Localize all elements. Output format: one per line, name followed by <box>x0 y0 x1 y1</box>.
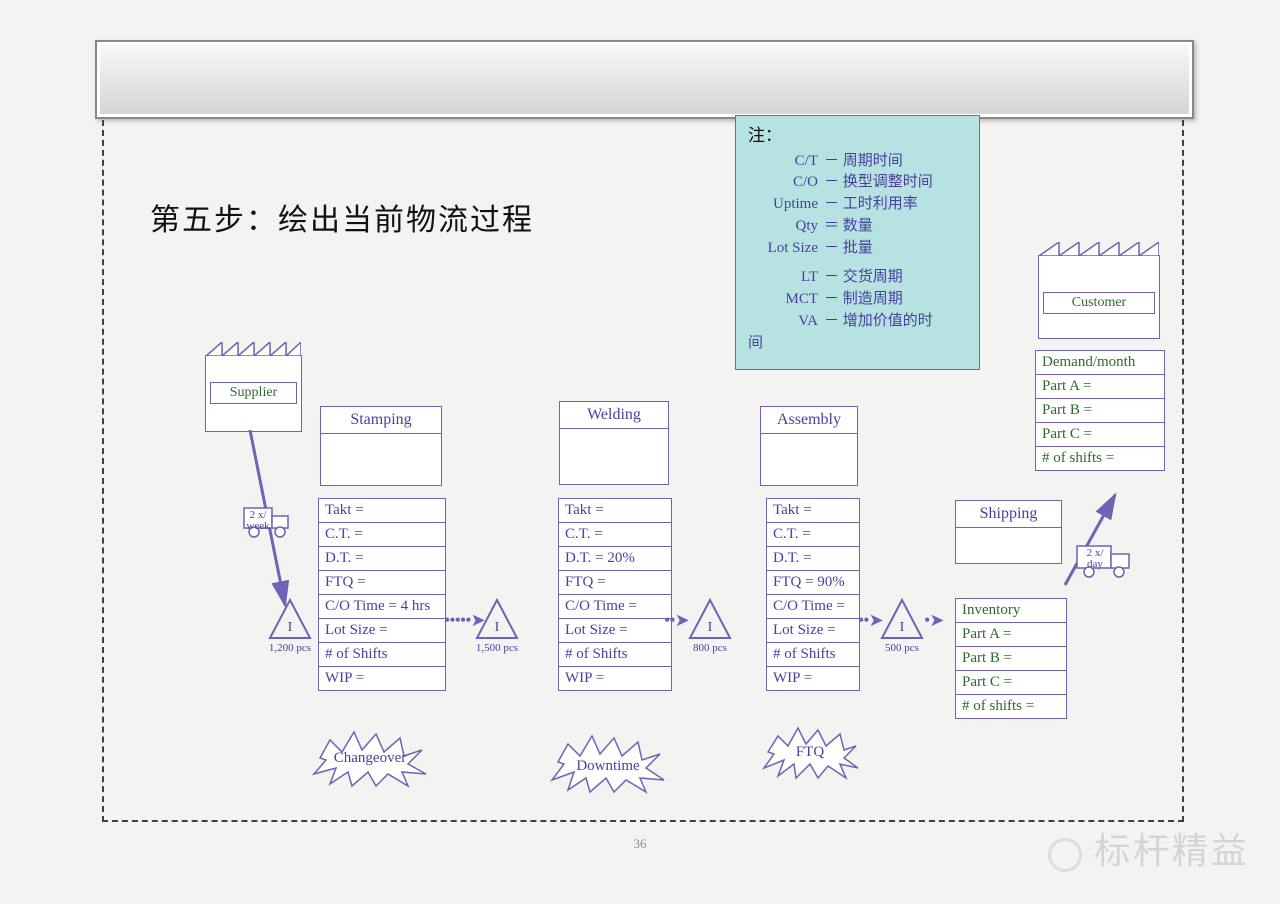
table-row: Takt = <box>559 499 671 523</box>
table-row: FTQ = 90% <box>767 571 859 595</box>
burst-ftq-label: FTQ <box>760 744 860 761</box>
welding-data: Takt =C.T. =D.T. = 20%FTQ =C/O Time =Lot… <box>558 498 672 691</box>
burst-ftq: FTQ <box>760 724 860 780</box>
push-arrow-1: •••••➤ <box>444 610 485 631</box>
burst-changeover-label: Changeover <box>310 750 430 767</box>
process-stamping: Stamping <box>320 406 442 486</box>
push-arrow-3: ••➤ <box>858 610 883 631</box>
svg-text:I: I <box>495 620 500 635</box>
table-row: Part B = <box>1036 399 1164 423</box>
legend-row: LT－ 交货周期 <box>748 267 969 289</box>
table-row: C.T. = <box>767 523 859 547</box>
shipping-inventory: InventoryPart A =Part B =Part C =# of sh… <box>955 598 1067 719</box>
burst-downtime: Downtime <box>548 732 668 794</box>
supplier-truck-label: 2 x/ week <box>246 510 270 532</box>
table-row: FTQ = <box>319 571 445 595</box>
legend-row: Uptime－ 工时利用率 <box>748 194 969 216</box>
table-row: FTQ = <box>559 571 671 595</box>
process-stamping-label: Stamping <box>321 407 441 434</box>
legend-box: 注： C/T－ 周期时间C/O－ 换型调整时间Uptime－ 工时利用率Qty＝… <box>735 115 980 370</box>
table-row: # of Shifts <box>767 643 859 667</box>
svg-text:I: I <box>288 620 293 635</box>
table-row: D.T. = 20% <box>559 547 671 571</box>
demand-table: Demand/monthPart A =Part B =Part C =# of… <box>1035 350 1165 471</box>
table-row: C/O Time = 4 hrs <box>319 595 445 619</box>
inventory-triangle-1: I 1,200 pcs <box>268 598 312 654</box>
process-welding-label: Welding <box>560 402 668 429</box>
legend-tail: 间 <box>748 333 969 355</box>
table-row: Part C = <box>1036 423 1164 447</box>
table-row: # of shifts = <box>956 695 1066 718</box>
table-row: C/O Time = <box>559 595 671 619</box>
table-row: WIP = <box>559 667 671 690</box>
burst-changeover: Changeover <box>310 728 430 788</box>
table-row: WIP = <box>319 667 445 690</box>
table-row: Lot Size = <box>319 619 445 643</box>
svg-text:I: I <box>708 620 713 635</box>
table-row: D.T. = <box>767 547 859 571</box>
legend-row: MCT－ 制造周期 <box>748 289 969 311</box>
svg-text:I: I <box>900 620 905 635</box>
table-row: Part B = <box>956 647 1066 671</box>
table-row: Demand/month <box>1036 351 1164 375</box>
table-row: Part C = <box>956 671 1066 695</box>
shipping-box: Shipping <box>955 500 1062 564</box>
table-row: C/O Time = <box>767 595 859 619</box>
inventory-triangle-4: I 500 pcs <box>880 598 924 654</box>
inv3-qty: 800 pcs <box>688 642 732 654</box>
customer-truck-icon: 2 x/ day <box>1075 540 1137 580</box>
table-row: C.T. = <box>559 523 671 547</box>
inventory-triangle-3: I 800 pcs <box>688 598 732 654</box>
push-arrow-2: ••➤ <box>664 610 689 631</box>
table-row: Lot Size = <box>767 619 859 643</box>
process-assembly: Assembly <box>760 406 858 486</box>
customer-label: Customer <box>1043 292 1155 314</box>
push-arrow-4: •➤ <box>924 610 943 631</box>
stamping-data: Takt =C.T. =D.T. =FTQ =C/O Time = 4 hrsL… <box>318 498 446 691</box>
process-welding: Welding <box>559 401 669 485</box>
supplier-truck-icon: 2 x/ week <box>242 500 294 540</box>
table-row: Part A = <box>1036 375 1164 399</box>
watermark: 标杆精益 <box>1048 822 1250 874</box>
supplier-label: Supplier <box>210 382 297 404</box>
supplier-factory: Supplier <box>205 355 302 432</box>
shipping-label: Shipping <box>956 501 1061 528</box>
customer-truck-label: 2 x/ day <box>1081 548 1109 570</box>
burst-downtime-label: Downtime <box>548 758 668 775</box>
legend-header: 注： <box>748 124 969 149</box>
table-row: Part A = <box>956 623 1066 647</box>
table-row: Takt = <box>319 499 445 523</box>
legend-row: Qty＝ 数量 <box>748 216 969 238</box>
table-row: Inventory <box>956 599 1066 623</box>
legend-row: Lot Size－ 批量 <box>748 238 969 260</box>
inv4-qty: 500 pcs <box>880 642 924 654</box>
inv1-qty: 1,200 pcs <box>268 642 312 654</box>
table-row: # of shifts = <box>1036 447 1164 470</box>
page-title: 第五步：绘出当前物流过程 <box>150 195 534 239</box>
table-row: Takt = <box>767 499 859 523</box>
table-row: # of Shifts <box>319 643 445 667</box>
table-row: Lot Size = <box>559 619 671 643</box>
legend-row: C/O－ 换型调整时间 <box>748 172 969 194</box>
process-assembly-label: Assembly <box>761 407 857 434</box>
legend-row: VA－ 增加价值的时 <box>748 311 969 333</box>
assembly-data: Takt =C.T. =D.T. =FTQ = 90%C/O Time =Lot… <box>766 498 860 691</box>
table-row: WIP = <box>767 667 859 690</box>
title-bar <box>95 40 1194 119</box>
customer-factory: Customer <box>1038 255 1160 339</box>
table-row: C.T. = <box>319 523 445 547</box>
table-row: # of Shifts <box>559 643 671 667</box>
legend-row: C/T－ 周期时间 <box>748 151 969 173</box>
table-row: D.T. = <box>319 547 445 571</box>
inv2-qty: 1,500 pcs <box>475 642 519 654</box>
